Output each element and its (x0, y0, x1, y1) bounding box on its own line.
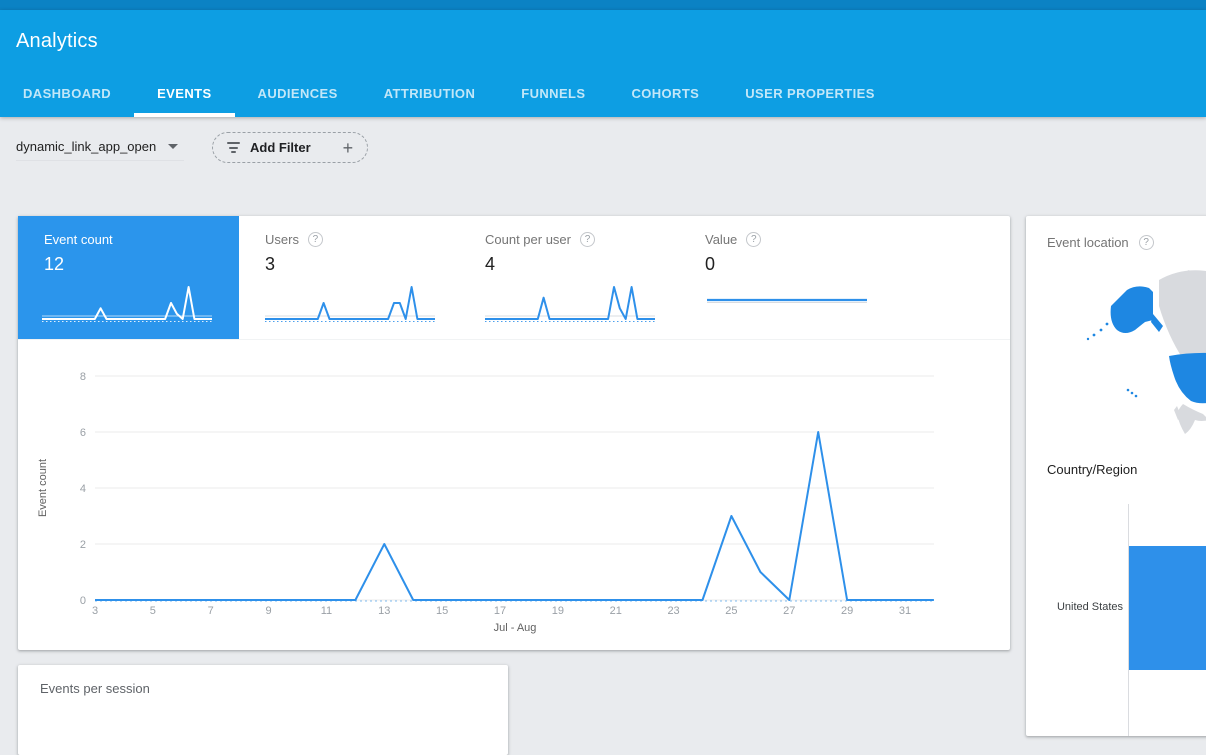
metric-tab-event-count[interactable]: Event count 12 (18, 216, 239, 339)
event-location-title: Event location (1047, 235, 1129, 250)
event-select-value: dynamic_link_app_open (16, 139, 156, 154)
add-filter-label: Add Filter (250, 140, 311, 155)
metric-value: 4 (485, 254, 679, 275)
event-detail-card: Event count 12 Users? 3 Count per user? … (18, 216, 1010, 650)
app-header: Analytics DASHBOARD EVENTS AUDIENCES ATT… (0, 10, 1206, 117)
event-count-line-chart[interactable]: 0 2 4 6 8 3 5 7 9 11 13 15 17 19 21 23 25 27 29 31 Jul - Aug… (30, 366, 990, 638)
metric-tabs-row: Event count 12 Users? 3 Count per user? … (18, 216, 1010, 340)
add-filter-button[interactable]: Add Filter + (212, 132, 368, 163)
sparkline-value (705, 278, 880, 328)
sparkline-count-per-user (485, 278, 660, 328)
tab-user-properties[interactable]: USER PROPERTIES (722, 70, 898, 117)
svg-text:5: 5 (150, 605, 156, 617)
svg-text:25: 25 (725, 605, 737, 617)
sparkline-users (265, 278, 440, 328)
svg-text:7: 7 (208, 605, 214, 617)
filter-icon (227, 140, 240, 156)
metric-value: 3 (265, 254, 459, 275)
tab-events[interactable]: EVENTS (134, 70, 234, 117)
svg-text:9: 9 (266, 605, 272, 617)
country-region-label: Country/Region (1047, 462, 1137, 477)
svg-text:3: 3 (92, 605, 98, 617)
metric-tab-count-per-user[interactable]: Count per user? 4 (459, 216, 679, 339)
tab-audiences[interactable]: AUDIENCES (235, 70, 361, 117)
plus-icon: + (343, 139, 354, 157)
help-icon[interactable]: ? (580, 232, 595, 247)
metric-value: 12 (44, 254, 239, 275)
events-per-session-card: Events per session (18, 665, 508, 755)
metric-tab-users[interactable]: Users? 3 (239, 216, 459, 339)
help-icon[interactable]: ? (308, 232, 323, 247)
page-title: Analytics (16, 30, 98, 53)
svg-text:2: 2 (80, 539, 86, 551)
svg-text:6: 6 (80, 427, 86, 439)
svg-text:Event count: Event count (37, 459, 49, 517)
sparkline-event-count (42, 278, 217, 328)
events-per-session-title: Events per session (40, 681, 150, 696)
help-icon[interactable]: ? (1139, 235, 1154, 250)
svg-text:21: 21 (610, 605, 622, 617)
tab-dashboard[interactable]: DASHBOARD (0, 70, 134, 117)
svg-text:19: 19 (552, 605, 564, 617)
chevron-down-icon (168, 144, 178, 149)
metric-value: 0 (705, 254, 1010, 275)
svg-text:31: 31 (899, 605, 911, 617)
svg-text:17: 17 (494, 605, 506, 617)
svg-text:29: 29 (841, 605, 853, 617)
svg-text:23: 23 (667, 605, 679, 617)
svg-text:8: 8 (80, 371, 86, 383)
svg-text:Jul - Aug: Jul - Aug (494, 622, 537, 634)
browser-chrome-strip (0, 0, 1206, 10)
help-icon[interactable]: ? (746, 232, 761, 247)
event-location-card: Event location ? Country/Region United S… (1026, 216, 1206, 736)
main-nav-tabs: DASHBOARD EVENTS AUDIENCES ATTRIBUTION F… (0, 70, 898, 117)
svg-text:15: 15 (436, 605, 448, 617)
svg-text:27: 27 (783, 605, 795, 617)
event-select-dropdown[interactable]: dynamic_link_app_open (16, 133, 184, 161)
svg-text:11: 11 (321, 605, 332, 617)
svg-text:0: 0 (80, 595, 86, 607)
tab-funnels[interactable]: FUNNELS (498, 70, 608, 117)
svg-text:13: 13 (378, 605, 390, 617)
svg-text:4: 4 (80, 483, 86, 495)
bar-united-states[interactable] (1129, 546, 1206, 670)
metric-tab-value[interactable]: Value? 0 (679, 216, 1010, 339)
tab-attribution[interactable]: ATTRIBUTION (361, 70, 499, 117)
tab-cohorts[interactable]: COHORTS (608, 70, 722, 117)
world-map[interactable] (1031, 264, 1206, 456)
bar-label-united-states: United States (1026, 601, 1123, 613)
